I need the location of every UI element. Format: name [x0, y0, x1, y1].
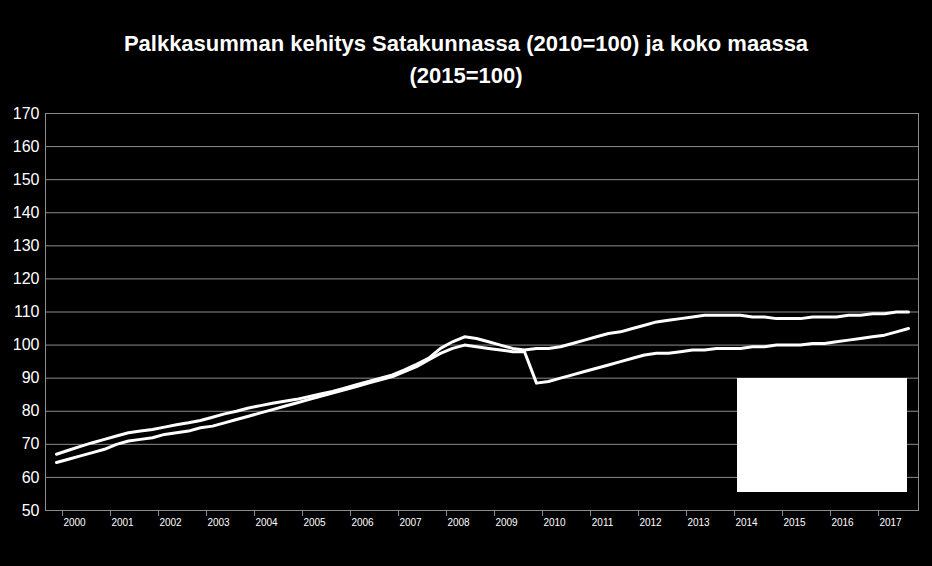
svg-text:2017: 2017	[879, 517, 902, 528]
svg-text:130: 130	[13, 237, 40, 254]
svg-text:2010: 2010	[543, 517, 566, 528]
svg-text:160: 160	[13, 138, 40, 155]
svg-text:70: 70	[22, 435, 40, 452]
svg-text:2016: 2016	[831, 517, 854, 528]
svg-text:120: 120	[13, 270, 40, 287]
svg-text:2001: 2001	[111, 517, 134, 528]
svg-text:150: 150	[13, 171, 40, 188]
svg-text:2012: 2012	[639, 517, 662, 528]
svg-text:2011: 2011	[592, 517, 614, 528]
svg-text:2013: 2013	[687, 517, 710, 528]
svg-text:2007: 2007	[399, 517, 422, 528]
svg-text:2009: 2009	[495, 517, 518, 528]
svg-text:80: 80	[22, 402, 40, 419]
svg-text:2008: 2008	[447, 517, 470, 528]
svg-text:2000: 2000	[63, 517, 86, 528]
html-text:Palkkasumman kehitys Satakunna: Palkkasumman kehitys Satakunnassa (2010=…	[123, 31, 809, 88]
svg-text:2006: 2006	[351, 517, 374, 528]
svg-text:2003: 2003	[207, 517, 230, 528]
svg-text:140: 140	[13, 204, 40, 221]
svg-text:2002: 2002	[159, 517, 182, 528]
svg-text:60: 60	[22, 469, 40, 486]
svg-text:2004: 2004	[255, 517, 278, 528]
svg-text:170: 170	[13, 105, 40, 122]
svg-text:2014: 2014	[735, 517, 758, 528]
svg-text:50: 50	[22, 502, 40, 519]
svg-text:2005: 2005	[303, 517, 326, 528]
svg-text:110: 110	[14, 303, 40, 320]
svg-text:100: 100	[13, 336, 40, 353]
svg-text:90: 90	[22, 369, 40, 386]
svg-text:2015: 2015	[783, 517, 806, 528]
